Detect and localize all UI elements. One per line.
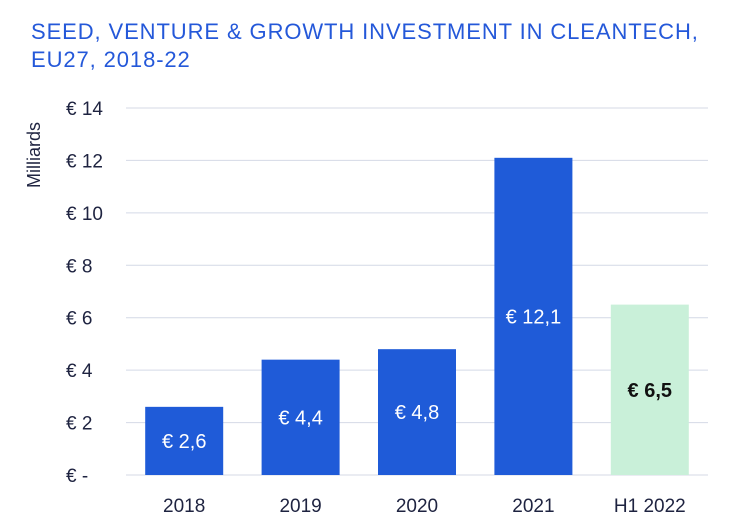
x-tick-label: 2020	[396, 496, 438, 517]
bar	[378, 349, 456, 475]
bar	[145, 406, 224, 475]
y-tick-label: € 8	[66, 256, 92, 277]
x-axis-ticks: 2018 2019 2020 2021 H1 2022	[163, 496, 686, 517]
x-tick-label: 2019	[279, 496, 321, 517]
x-tick-label: H1 2022	[614, 496, 686, 517]
bar	[494, 157, 573, 476]
data-label: € 12,1	[506, 306, 562, 328]
y-axis-ticks: € - € 2 € 4 € 6 € 8 € 10 € 12 € 14	[66, 99, 103, 487]
data-label: € 2,6	[162, 431, 206, 453]
y-tick-label: € 6	[66, 309, 92, 330]
y-tick-label: € -	[66, 466, 88, 487]
bars	[145, 157, 689, 476]
data-label: € 4,4	[278, 407, 322, 429]
bar	[261, 359, 340, 475]
y-axis-label: Milliards	[24, 122, 44, 188]
x-tick-label: 2021	[512, 496, 554, 517]
y-tick-label: € 10	[66, 204, 103, 225]
chart-title: SEED, VENTURE & GROWTH INVESTMENT IN CLE…	[31, 19, 699, 72]
data-label: € 4,8	[395, 402, 439, 424]
y-tick-label: € 14	[66, 99, 103, 120]
y-tick-label: € 12	[66, 151, 103, 172]
y-tick-label: € 4	[66, 361, 93, 382]
bar	[610, 304, 689, 475]
x-tick-label: 2018	[163, 496, 205, 517]
y-tick-label: € 2	[66, 414, 92, 435]
data-labels: € 2,6 € 4,4 € 4,8 € 12,1 € 6,5	[162, 306, 672, 453]
data-label: € 6,5	[628, 380, 672, 402]
